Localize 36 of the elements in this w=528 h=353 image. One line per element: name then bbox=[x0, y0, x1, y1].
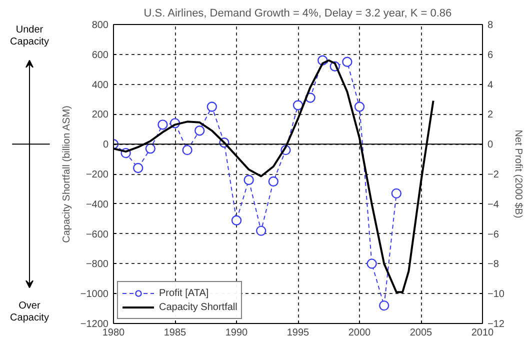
y2-tick-label: 4 bbox=[488, 80, 494, 91]
y2-tick-label: −4 bbox=[488, 199, 500, 210]
legend-label: Profit [ATA] bbox=[159, 286, 209, 300]
y2-axis-title: Net Profit (2000 $B) bbox=[512, 130, 524, 218]
text: Over Capacity bbox=[10, 300, 49, 324]
y-tick-label: −1200 bbox=[80, 319, 109, 330]
x-tick-label: 1995 bbox=[286, 328, 310, 338]
y2-tick-label: −12 bbox=[488, 319, 505, 330]
y2-tick-label: 6 bbox=[488, 50, 494, 61]
y-tick-label: −800 bbox=[86, 259, 109, 270]
y-tick-label: −1000 bbox=[80, 289, 109, 300]
y2-tick-label: −8 bbox=[488, 259, 500, 270]
x-tick-label: 2010 bbox=[471, 328, 494, 338]
y-axis-title: Capacity Shortfall (billion ASM) bbox=[61, 106, 72, 243]
y2-tick-label: 2 bbox=[488, 110, 494, 121]
x-tick-label: 2005 bbox=[410, 328, 433, 338]
y2-tick-label: −6 bbox=[488, 229, 500, 240]
y-tick-label: −600 bbox=[86, 229, 109, 240]
x-tick-label: 1985 bbox=[164, 328, 187, 338]
legend-label: Capacity Shortfall bbox=[159, 300, 238, 314]
y-tick-label: 600 bbox=[92, 50, 109, 61]
chart-title: U.S. Airlines, Demand Growth = 4%, Delay = 3.2 year, K = 0.86 bbox=[144, 8, 452, 20]
y2-tick-label: 0 bbox=[488, 140, 494, 151]
y-tick-label: 800 bbox=[92, 20, 109, 31]
y-tick-label: −400 bbox=[86, 199, 109, 210]
x-tick-label: 1980 bbox=[102, 328, 126, 338]
text: Under Capacity bbox=[10, 24, 49, 48]
y-tick-label: 0 bbox=[102, 140, 109, 151]
y2-tick-label: −2 bbox=[488, 170, 500, 180]
y-tick-label: 400 bbox=[92, 80, 109, 91]
y-tick-label: 200 bbox=[92, 110, 109, 121]
x-tick-label: 2000 bbox=[348, 328, 372, 338]
y-tick-label: −200 bbox=[86, 170, 109, 180]
y2-tick-label: 8 bbox=[488, 20, 494, 31]
x-tick-label: 1990 bbox=[225, 328, 248, 338]
y2-tick-label: −10 bbox=[488, 289, 505, 300]
